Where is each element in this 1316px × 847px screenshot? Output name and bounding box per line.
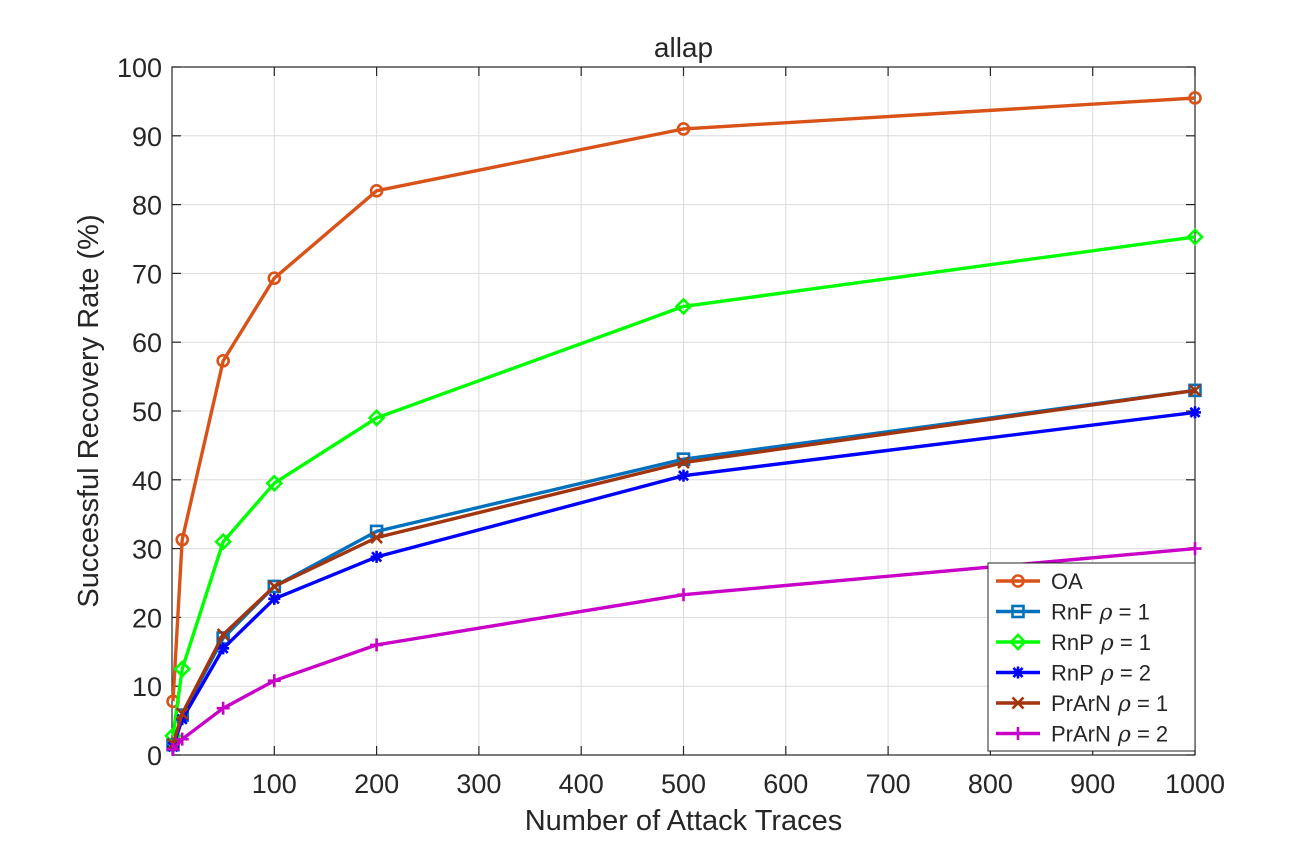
series-line bbox=[171, 96, 1196, 702]
chart-title: allap bbox=[654, 32, 713, 63]
legend-item: PrArN ρ = 1 bbox=[996, 691, 1168, 717]
data-point-marker bbox=[1009, 633, 1027, 651]
y-tick-label: 40 bbox=[132, 466, 162, 496]
x-tick-label: 800 bbox=[968, 769, 1013, 799]
y-tick-label: 90 bbox=[132, 122, 162, 152]
y-tick-label: 100 bbox=[117, 53, 162, 83]
data-point-marker bbox=[267, 271, 282, 286]
data-point-marker bbox=[217, 642, 230, 655]
legend-label: RnP ρ = 1 bbox=[1051, 630, 1151, 656]
data-point-marker bbox=[1011, 727, 1025, 740]
x-tick-label: 400 bbox=[559, 769, 604, 799]
data-point-marker bbox=[1188, 542, 1202, 556]
data-point-marker bbox=[1189, 406, 1201, 419]
data-point-marker bbox=[166, 742, 180, 756]
legend-label: RnP ρ = 2 bbox=[1051, 661, 1151, 687]
x-axis-title: Number of Attack Traces bbox=[525, 805, 843, 837]
data-point-marker bbox=[1188, 91, 1202, 105]
x-tick-label: 500 bbox=[661, 769, 706, 799]
data-point-marker bbox=[370, 531, 384, 545]
x-tick-label: 300 bbox=[456, 769, 501, 799]
series-prarn-rho-2 bbox=[166, 542, 1202, 756]
y-tick-label: 20 bbox=[132, 603, 162, 633]
data-point-marker bbox=[677, 456, 690, 470]
data-point-marker bbox=[1011, 574, 1025, 588]
x-tick-label: 200 bbox=[354, 769, 399, 799]
data-point-marker bbox=[676, 452, 691, 466]
data-point-marker bbox=[265, 474, 284, 493]
data-point-marker bbox=[367, 409, 386, 427]
data-point-marker bbox=[370, 638, 384, 652]
data-point-marker bbox=[1011, 696, 1025, 710]
y-tick-label: 50 bbox=[132, 397, 162, 427]
y-tick-label: 70 bbox=[132, 259, 162, 289]
data-point-marker bbox=[175, 707, 189, 721]
series-line bbox=[171, 235, 1196, 736]
series-rnp-rho-1 bbox=[164, 228, 1204, 745]
y-tick-label: 30 bbox=[132, 535, 162, 565]
data-point-marker bbox=[267, 579, 282, 594]
legend-label: PrArN ρ = 1 bbox=[1051, 691, 1168, 717]
data-point-marker bbox=[674, 297, 693, 316]
data-point-marker bbox=[216, 353, 230, 368]
legend-box bbox=[987, 562, 1196, 752]
data-point-marker bbox=[267, 674, 281, 688]
series-lines bbox=[164, 91, 1204, 756]
legend-item: OA bbox=[996, 569, 1083, 594]
data-point-marker bbox=[677, 469, 690, 482]
legend-item: RnP ρ = 1 bbox=[996, 630, 1151, 656]
data-point-marker bbox=[1186, 228, 1204, 246]
y-tick-label: 80 bbox=[132, 191, 162, 221]
data-point-marker bbox=[677, 588, 690, 602]
data-point-marker bbox=[267, 580, 281, 593]
data-point-marker bbox=[369, 184, 384, 198]
legend-item: RnF ρ = 1 bbox=[996, 600, 1150, 626]
data-point-marker bbox=[214, 532, 232, 551]
data-point-marker bbox=[216, 628, 230, 642]
data-point-marker bbox=[268, 592, 281, 605]
legend-label: PrArN ρ = 2 bbox=[1051, 722, 1168, 748]
axis-ticks: 100 200 300 400 500 600 700 800 900 1000 0 10 20 30 40… bbox=[117, 53, 1225, 799]
legend-item: PrArN ρ = 2 bbox=[996, 722, 1168, 748]
data-point-marker bbox=[1011, 604, 1025, 619]
x-tick-label: 900 bbox=[1070, 769, 1115, 799]
x-tick-label: 600 bbox=[763, 769, 808, 799]
data-point-marker bbox=[370, 550, 383, 563]
y-tick-label: 60 bbox=[132, 328, 162, 358]
legend-item: RnP ρ = 2 bbox=[996, 661, 1151, 687]
data-point-marker bbox=[175, 532, 190, 547]
data-point-marker bbox=[676, 122, 691, 136]
data-point-marker bbox=[216, 701, 230, 715]
x-tick-label: 100 bbox=[252, 769, 297, 799]
x-tick-label: 700 bbox=[866, 769, 911, 799]
legend-label: OA bbox=[1051, 569, 1083, 594]
legend: OA RnF ρ = 1 RnP ρ = 1 RnP ρ = 2 PrArN ρ = 1… bbox=[987, 562, 1196, 752]
y-tick-label: 0 bbox=[147, 741, 162, 771]
data-point-marker bbox=[173, 660, 192, 678]
x-tick-label: 1000 bbox=[1165, 769, 1225, 799]
y-axis-title: Successful Recovery Rate (%) bbox=[73, 214, 105, 607]
legend-label: RnF ρ = 1 bbox=[1051, 600, 1150, 626]
y-tick-label: 10 bbox=[132, 672, 162, 702]
data-point-marker bbox=[1012, 666, 1024, 679]
series-oa bbox=[166, 91, 1202, 709]
data-point-marker bbox=[175, 732, 189, 746]
data-point-marker bbox=[1188, 383, 1202, 397]
